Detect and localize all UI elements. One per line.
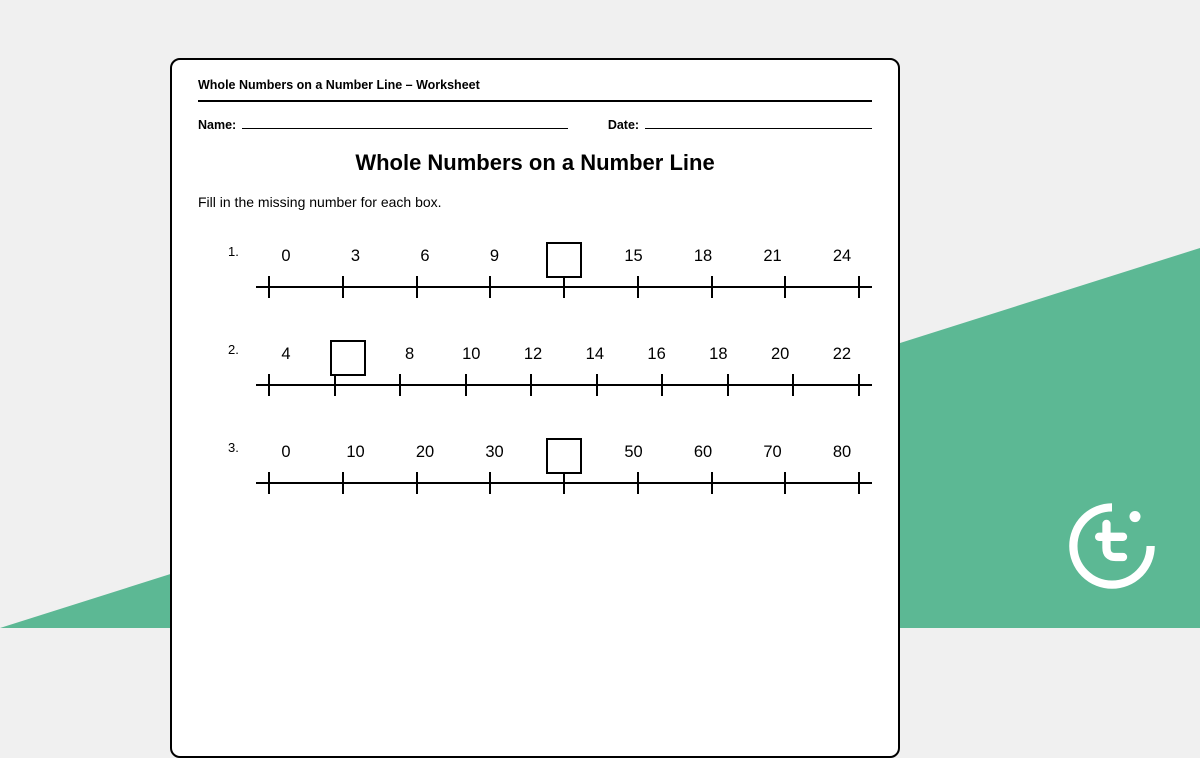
tick-label: 70 — [755, 434, 791, 470]
tick-marks — [268, 276, 860, 298]
tick-label: 22 — [824, 336, 860, 372]
tick-mark — [399, 374, 401, 396]
tick-marks — [268, 472, 860, 494]
tick-mark — [637, 276, 639, 298]
worksheet-header: Whole Numbers on a Number Line – Workshe… — [198, 78, 872, 102]
meta-row: Name: Date: — [198, 118, 872, 132]
tick-mark — [784, 276, 786, 298]
tick-label: 3 — [338, 238, 374, 274]
tick-label: 0 — [268, 238, 304, 274]
tick-label: 15 — [616, 238, 652, 274]
tick-label: 60 — [685, 434, 721, 470]
instruction-text: Fill in the missing number for each box. — [198, 194, 872, 210]
tick-mark — [268, 472, 270, 494]
tick-mark — [784, 472, 786, 494]
tick-mark — [711, 472, 713, 494]
tick-mark — [792, 374, 794, 396]
tick-label: 9 — [477, 238, 513, 274]
number-line-problem: 3. 0 10 20 30 50 60 70 80 — [198, 434, 872, 500]
tick-label: 50 — [616, 434, 652, 470]
tick-label: 6 — [407, 238, 443, 274]
problem-number: 1. — [228, 238, 256, 259]
tick-mark — [342, 472, 344, 494]
number-line: 0 10 20 30 50 60 70 80 — [256, 434, 872, 500]
tick-mark — [268, 374, 270, 396]
tick-label: 14 — [577, 336, 613, 372]
problem-number: 3. — [228, 434, 256, 455]
answer-box[interactable] — [546, 242, 582, 278]
tick-marks — [268, 374, 860, 396]
date-field: Date: — [608, 118, 872, 132]
tick-mark — [727, 374, 729, 396]
number-line-labels: 0369 15 18 21 24 — [256, 238, 872, 274]
number-line-labels: 0 10 20 30 50 60 70 80 — [256, 434, 872, 470]
number-line-problem: 1. 0369 15 18 21 24 — [198, 238, 872, 304]
tick-mark — [489, 276, 491, 298]
tick-label: 0 — [268, 434, 304, 470]
number-line-labels: 4 8 10 12 14 16 18 20 22 — [256, 336, 872, 372]
tick-label: 80 — [824, 434, 860, 470]
tick-label: 12 — [515, 336, 551, 372]
number-line: 0369 15 18 21 24 — [256, 238, 872, 304]
tick-mark — [596, 374, 598, 396]
tick-mark — [661, 374, 663, 396]
tick-mark — [530, 374, 532, 396]
tick-mark — [416, 472, 418, 494]
tick-mark — [858, 472, 860, 494]
tick-label: 10 — [453, 336, 489, 372]
tick-mark — [711, 276, 713, 298]
brand-logo-icon — [1066, 500, 1158, 592]
tick-label: 24 — [824, 238, 860, 274]
tick-mark — [342, 276, 344, 298]
tick-mark — [563, 276, 565, 298]
tick-label: 20 — [762, 336, 798, 372]
tick-label: 18 — [700, 336, 736, 372]
tick-label: 8 — [392, 336, 428, 372]
number-line-problem: 2. 4 8 10 12 14 16 18 20 22 — [198, 336, 872, 402]
tick-mark — [334, 374, 336, 396]
tick-label: 4 — [268, 336, 304, 372]
tick-mark — [465, 374, 467, 396]
name-label: Name: — [198, 118, 236, 132]
page-title: Whole Numbers on a Number Line — [198, 150, 872, 176]
date-underline — [645, 128, 872, 129]
answer-box[interactable] — [546, 438, 582, 474]
date-label: Date: — [608, 118, 639, 132]
worksheet-page: Whole Numbers on a Number Line – Workshe… — [170, 58, 900, 758]
tick-mark — [416, 276, 418, 298]
answer-box[interactable] — [330, 340, 366, 376]
tick-mark — [858, 374, 860, 396]
tick-label: 21 — [755, 238, 791, 274]
tick-label: 20 — [407, 434, 443, 470]
number-line: 4 8 10 12 14 16 18 20 22 — [256, 336, 872, 402]
problems-list: 1.0369151821242.48101214161820223.010203… — [198, 238, 872, 500]
tick-label: 16 — [639, 336, 675, 372]
tick-label: 30 — [477, 434, 513, 470]
tick-mark — [563, 472, 565, 494]
name-underline — [242, 128, 568, 129]
number-line-axis — [268, 374, 860, 402]
tick-mark — [637, 472, 639, 494]
tick-mark — [489, 472, 491, 494]
number-line-axis — [268, 472, 860, 500]
name-field: Name: — [198, 118, 568, 132]
tick-label: 10 — [338, 434, 374, 470]
problem-number: 2. — [228, 336, 256, 357]
tick-mark — [268, 276, 270, 298]
number-line-axis — [268, 276, 860, 304]
tick-mark — [858, 276, 860, 298]
tick-label: 18 — [685, 238, 721, 274]
